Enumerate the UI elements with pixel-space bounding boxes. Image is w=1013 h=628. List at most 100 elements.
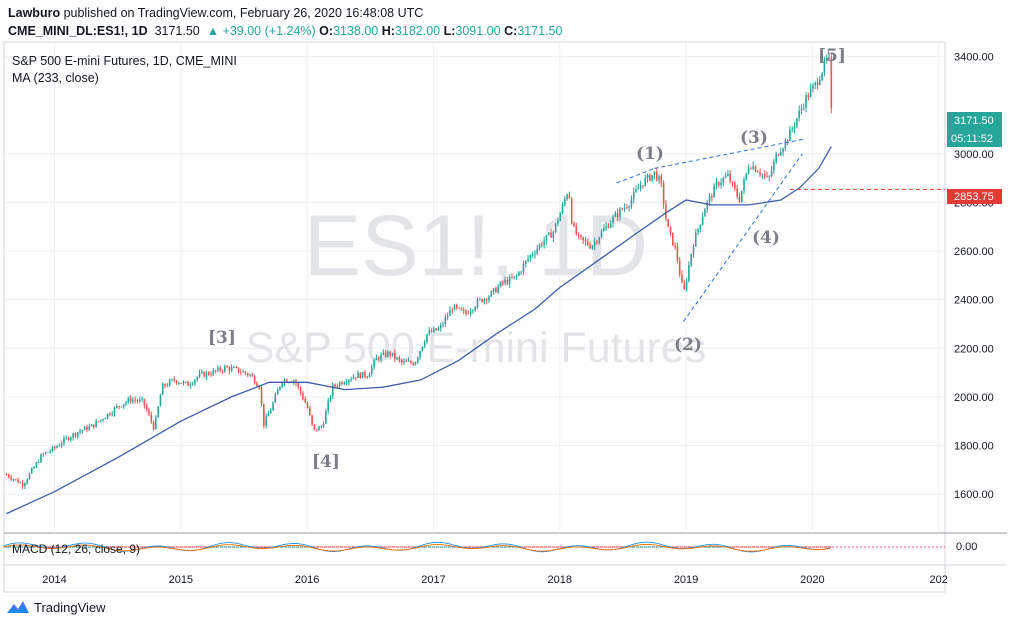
macd-label[interactable]: MACD (12, 26, close, 9) [12, 542, 140, 556]
macd-hist-bar [750, 546, 752, 548]
author-name[interactable]: Lawburo [8, 6, 61, 20]
price-axis[interactable]: 1600.00 1800.00 2000.00 2200.00 2400.00 2600.… [954, 52, 994, 502]
candle-body [750, 168, 752, 170]
candle-body [616, 212, 619, 217]
candle-body [437, 328, 440, 331]
candle-body [639, 185, 642, 189]
macd-hist-bar [114, 546, 116, 548]
ma-line[interactable] [6, 146, 832, 515]
macd-hist-bar [324, 546, 326, 548]
macd-hist-bar [816, 546, 818, 548]
candle-body [816, 82, 819, 85]
macd-hist-bar [596, 546, 598, 548]
candle-body [490, 291, 493, 297]
macd-hist-bar [52, 546, 54, 548]
macd-hist-bar [6, 546, 8, 548]
macd-hist-bar [330, 546, 332, 548]
time-axis[interactable]: 2014 2015 2016 2017 2018 2019 2020 202 [42, 574, 948, 586]
macd-hist-bar [384, 546, 386, 548]
candle-body [67, 437, 70, 440]
macd-hist-bar [730, 546, 732, 548]
x-tick-label: 202 [930, 574, 948, 586]
candle-body [651, 174, 653, 181]
macd-hist-bar [406, 546, 408, 548]
macd-hist-bar [48, 546, 50, 548]
macd-hist-bar [266, 546, 268, 548]
brand-name[interactable]: TradingView [34, 599, 106, 615]
candle-body [322, 423, 325, 427]
candle-body [83, 426, 86, 431]
wave-trendline[interactable] [654, 138, 804, 169]
macd-hist-bar [108, 546, 110, 548]
macd-hist-bar [316, 546, 318, 548]
macd-hist-bar [524, 546, 526, 548]
candle-body [612, 216, 614, 224]
macd-hist-bar [294, 546, 296, 548]
macd-hist-bar [20, 546, 22, 548]
candle-body [194, 379, 196, 384]
wave-trendline[interactable] [683, 153, 803, 322]
candle-body [157, 406, 159, 418]
macd-hist-bar [400, 546, 402, 548]
y-tick-label: 3000.00 [954, 149, 994, 161]
candle-body [279, 386, 281, 391]
macd-hist-bar [822, 546, 824, 548]
legend-ma[interactable]: MA (233, close) [12, 71, 99, 85]
candle-body [361, 371, 364, 378]
candle-body [596, 241, 598, 243]
macd-pane[interactable] [3, 541, 945, 553]
candle-body [426, 334, 428, 343]
candle-body [800, 108, 803, 111]
candle-body [467, 313, 470, 315]
candle-body [439, 325, 442, 329]
macd-hist-bar [180, 546, 182, 548]
macd-hist-bar [86, 546, 88, 548]
macd-hist-bar [412, 546, 414, 548]
candle-body [40, 454, 42, 463]
wave-trendline[interactable] [616, 167, 655, 184]
macd-hist-bar [680, 546, 682, 548]
candle-body [575, 226, 578, 235]
candle-body [671, 232, 674, 246]
candle-body [116, 406, 118, 408]
candle-body [609, 223, 612, 228]
macd-hist-bar [646, 546, 648, 548]
candle-body [329, 396, 332, 401]
macd-hist-bar [110, 546, 112, 548]
macd-hist-bar [598, 546, 600, 548]
candle-body [630, 199, 633, 207]
candle-body [226, 366, 228, 368]
candle-body [704, 209, 706, 217]
macd-hist-bar [602, 546, 604, 548]
macd-hist-bar [592, 546, 594, 548]
candle-body [706, 201, 709, 210]
macd-hist-bar [130, 546, 132, 548]
candle-body [536, 248, 539, 254]
candle-body [396, 357, 398, 359]
wave-lines[interactable] [616, 138, 804, 322]
candle-body [81, 430, 84, 432]
x-tick-label: 2019 [674, 574, 698, 586]
macd-hist-bar [350, 546, 352, 548]
macd-hist-bar [556, 546, 558, 548]
candle-body [253, 376, 256, 384]
macd-hist-bar [532, 546, 534, 548]
macd-hist-bar [428, 546, 430, 548]
macd-hist-bar [340, 546, 342, 548]
candle-body [582, 236, 584, 241]
last-price: 3171.50 [154, 24, 200, 38]
wave-label-4-major: [4] [312, 452, 340, 472]
candle-body [559, 213, 562, 221]
macd-hist-bar [766, 546, 768, 548]
candle-body [522, 264, 525, 272]
candle-body [531, 254, 534, 256]
candle-body [731, 181, 734, 183]
candle-body [635, 189, 637, 192]
candle-body [283, 379, 286, 383]
macd-hist-bar [554, 546, 556, 548]
macd-hist-bar [442, 546, 444, 548]
candle-body [76, 432, 79, 437]
candle-body [662, 183, 665, 205]
macd-hist-bar [112, 546, 114, 548]
